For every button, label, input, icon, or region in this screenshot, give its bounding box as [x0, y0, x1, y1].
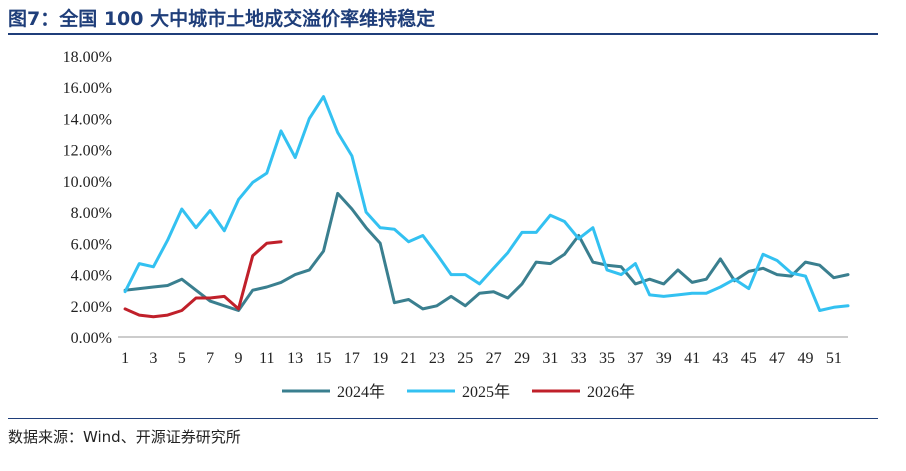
y-tick-label: 18.00%: [63, 49, 112, 66]
y-tick-label: 14.00%: [63, 111, 112, 128]
x-tick-label: 37: [627, 350, 643, 367]
chart-title: 图7：全国 100 大中城市土地成交溢价率维持稳定: [8, 8, 436, 30]
x-tick-label: 11: [259, 350, 274, 367]
x-tick-label: 39: [656, 350, 672, 367]
x-tick-label: 25: [457, 350, 473, 367]
x-tick-label: 51: [826, 350, 842, 367]
x-tick-label: 7: [206, 350, 214, 367]
x-tick-label: 41: [684, 350, 700, 367]
y-tick-label: 4.00%: [71, 268, 112, 285]
x-tick-label: 23: [429, 350, 445, 367]
x-tick-label: 15: [316, 350, 332, 367]
x-tick-label: 45: [741, 350, 757, 367]
x-tick-label: 33: [571, 350, 587, 367]
y-tick-label: 0.00%: [71, 330, 112, 347]
x-tick-label: 21: [401, 350, 417, 367]
y-tick-label: 2.00%: [71, 299, 112, 316]
y-axis: 0.00% 2.00% 4.00% 6.00% 8.00% 10.00% 12.00% 14.…: [63, 49, 112, 347]
x-tick-label: 29: [514, 350, 530, 367]
legend-label: 2026年: [587, 383, 635, 401]
series-line-2024年: [123, 191, 850, 312]
x-tick-label: 27: [486, 350, 502, 367]
x-axis: 1 3 5 7 9 11 13 15 17 19 21 23 25 27 29 31 33 35 37 39 41 43 4…: [118, 336, 848, 367]
x-tick-label: 47: [769, 350, 785, 367]
y-tick-label: 8.00%: [71, 205, 112, 222]
line-chart: 0.00% 2.00% 4.00% 6.00% 8.00% 10.00% 12.00% 14.…: [63, 49, 850, 401]
footer-divider: [8, 418, 878, 419]
x-tick-label: 5: [178, 350, 186, 367]
x-tick-label: 49: [797, 350, 813, 367]
y-tick-label: 10.00%: [63, 174, 112, 191]
x-tick-label: 1: [121, 350, 129, 367]
y-tick-label: 6.00%: [71, 236, 112, 253]
series-line-2025年: [123, 95, 850, 312]
x-tick-label: 43: [712, 350, 728, 367]
x-tick-label: 17: [344, 350, 360, 367]
x-tick-label: 9: [234, 350, 242, 367]
x-tick-label: 3: [149, 350, 157, 367]
x-tick-label: 35: [599, 350, 615, 367]
series-layer: [123, 95, 850, 319]
y-tick-label: 12.00%: [63, 143, 112, 160]
title-divider: [8, 33, 878, 35]
series-line-2026年: [123, 240, 283, 319]
legend-label: 2025年: [462, 383, 510, 401]
x-tick-label: 19: [372, 350, 388, 367]
x-tick-label: 13: [287, 350, 303, 367]
data-source: 数据来源：Wind、开源证券研究所: [8, 428, 241, 446]
x-tick-label: 31: [542, 350, 558, 367]
legend: 2024年 2025年 2026年: [282, 383, 635, 401]
y-tick-label: 16.00%: [63, 80, 112, 97]
legend-label: 2024年: [337, 383, 385, 401]
